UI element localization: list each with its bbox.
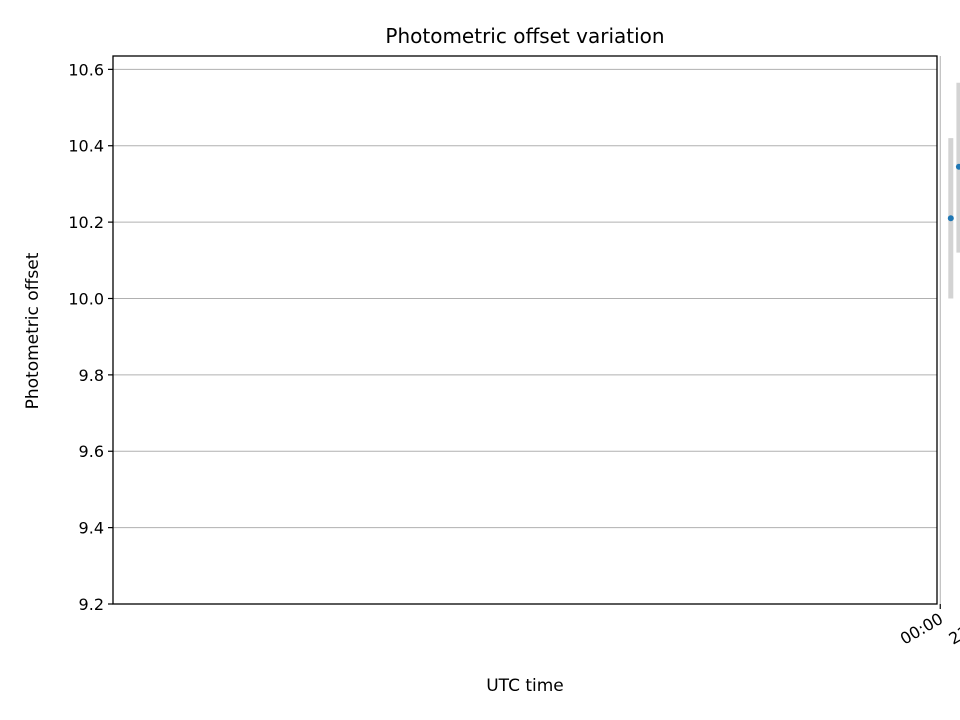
y-tick-label: 10.2	[68, 213, 104, 232]
y-tick-label: 9.2	[79, 595, 104, 614]
chart-title: Photometric offset variation	[385, 24, 664, 48]
plot-frame	[112, 55, 938, 605]
y-tick-label: 9.4	[79, 519, 104, 538]
y-tick-label: 10.0	[68, 289, 104, 308]
y-tick-label: 9.8	[79, 366, 104, 385]
x-axis-label: UTC time	[486, 676, 564, 696]
data-point	[955, 163, 960, 170]
data-point	[947, 215, 954, 222]
data-points	[947, 163, 960, 222]
y-axis-label: Photometric offset	[23, 252, 43, 409]
y-tick-label: 10.4	[68, 137, 104, 156]
y-tick-label: 9.6	[79, 442, 104, 461]
y-axis-ticks: 9.2 9.4 9.6 9.8 10.0 10.2 10.4 10.6	[68, 60, 113, 614]
y-tick-label: 10.6	[68, 60, 104, 79]
